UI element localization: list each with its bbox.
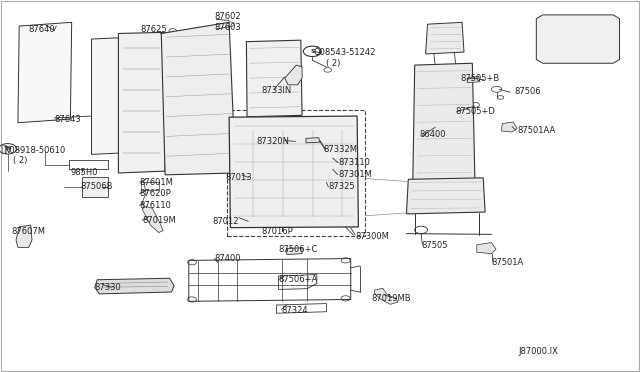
Text: 876110: 876110 bbox=[140, 201, 172, 210]
Polygon shape bbox=[477, 243, 496, 254]
Polygon shape bbox=[285, 65, 302, 85]
Polygon shape bbox=[501, 122, 517, 132]
Polygon shape bbox=[92, 37, 131, 154]
Text: 87601M: 87601M bbox=[140, 178, 173, 187]
Text: 87640: 87640 bbox=[29, 25, 56, 34]
Polygon shape bbox=[142, 206, 163, 232]
Polygon shape bbox=[246, 40, 302, 117]
Polygon shape bbox=[18, 22, 72, 123]
Text: ( 2): ( 2) bbox=[326, 59, 340, 68]
Polygon shape bbox=[306, 138, 320, 143]
Text: 87301M: 87301M bbox=[338, 170, 372, 179]
Polygon shape bbox=[95, 278, 174, 294]
Text: 87501A: 87501A bbox=[492, 258, 524, 267]
Bar bbox=[568, 23, 584, 45]
Text: 86400: 86400 bbox=[419, 130, 445, 139]
Polygon shape bbox=[467, 76, 480, 83]
Text: ( 2): ( 2) bbox=[13, 156, 27, 165]
Bar bbox=[589, 23, 609, 49]
Text: N08918-50610: N08918-50610 bbox=[3, 146, 65, 155]
Text: 87019M: 87019M bbox=[142, 216, 176, 225]
Text: 87506+C: 87506+C bbox=[278, 246, 318, 254]
Polygon shape bbox=[161, 22, 236, 175]
Text: 87505+B: 87505+B bbox=[461, 74, 500, 83]
Text: 87603: 87603 bbox=[214, 23, 241, 32]
Bar bbox=[69, 160, 108, 169]
Text: N: N bbox=[5, 146, 10, 151]
Text: 87506: 87506 bbox=[514, 87, 541, 96]
Text: 87506B: 87506B bbox=[80, 182, 113, 191]
Bar bbox=[82, 177, 108, 197]
Text: 87330: 87330 bbox=[95, 283, 122, 292]
Text: 87019MB: 87019MB bbox=[371, 294, 411, 303]
Text: 87620P: 87620P bbox=[140, 189, 172, 198]
Bar bbox=[141, 182, 159, 190]
Text: 873110: 873110 bbox=[338, 158, 370, 167]
Polygon shape bbox=[406, 178, 485, 214]
Text: 87016P: 87016P bbox=[261, 227, 293, 236]
Polygon shape bbox=[536, 15, 620, 63]
Text: 87012: 87012 bbox=[212, 217, 239, 226]
Text: 87602: 87602 bbox=[214, 12, 241, 21]
Text: 87332M: 87332M bbox=[323, 145, 357, 154]
Polygon shape bbox=[374, 288, 398, 304]
Polygon shape bbox=[287, 248, 302, 254]
Text: 87300M: 87300M bbox=[355, 232, 389, 241]
Text: 8733lN: 8733lN bbox=[261, 86, 291, 94]
Text: S: S bbox=[310, 49, 315, 54]
Text: 87607M: 87607M bbox=[12, 227, 45, 236]
Polygon shape bbox=[118, 32, 165, 173]
Text: J87000.IX: J87000.IX bbox=[518, 347, 558, 356]
Polygon shape bbox=[413, 63, 475, 182]
Text: Õ08543-51242: Õ08543-51242 bbox=[314, 48, 376, 57]
Text: 87506+A: 87506+A bbox=[278, 275, 317, 284]
Text: 87324: 87324 bbox=[282, 306, 308, 315]
Text: 87625: 87625 bbox=[141, 25, 168, 34]
Text: 87325: 87325 bbox=[328, 182, 355, 191]
Text: 87643: 87643 bbox=[54, 115, 81, 124]
Text: 87400: 87400 bbox=[214, 254, 241, 263]
Text: 87501AA: 87501AA bbox=[517, 126, 556, 135]
Text: 87320N: 87320N bbox=[256, 137, 289, 146]
Polygon shape bbox=[16, 225, 32, 247]
Text: 87013: 87013 bbox=[225, 173, 252, 182]
Text: 985H0: 985H0 bbox=[70, 169, 98, 177]
Text: 87505: 87505 bbox=[421, 241, 447, 250]
Polygon shape bbox=[426, 22, 464, 54]
Bar bbox=[227, 110, 365, 236]
Bar bbox=[544, 23, 562, 45]
Text: 87505+D: 87505+D bbox=[456, 107, 495, 116]
Text: Ⓝ: Ⓝ bbox=[2, 145, 7, 154]
Polygon shape bbox=[229, 116, 358, 228]
